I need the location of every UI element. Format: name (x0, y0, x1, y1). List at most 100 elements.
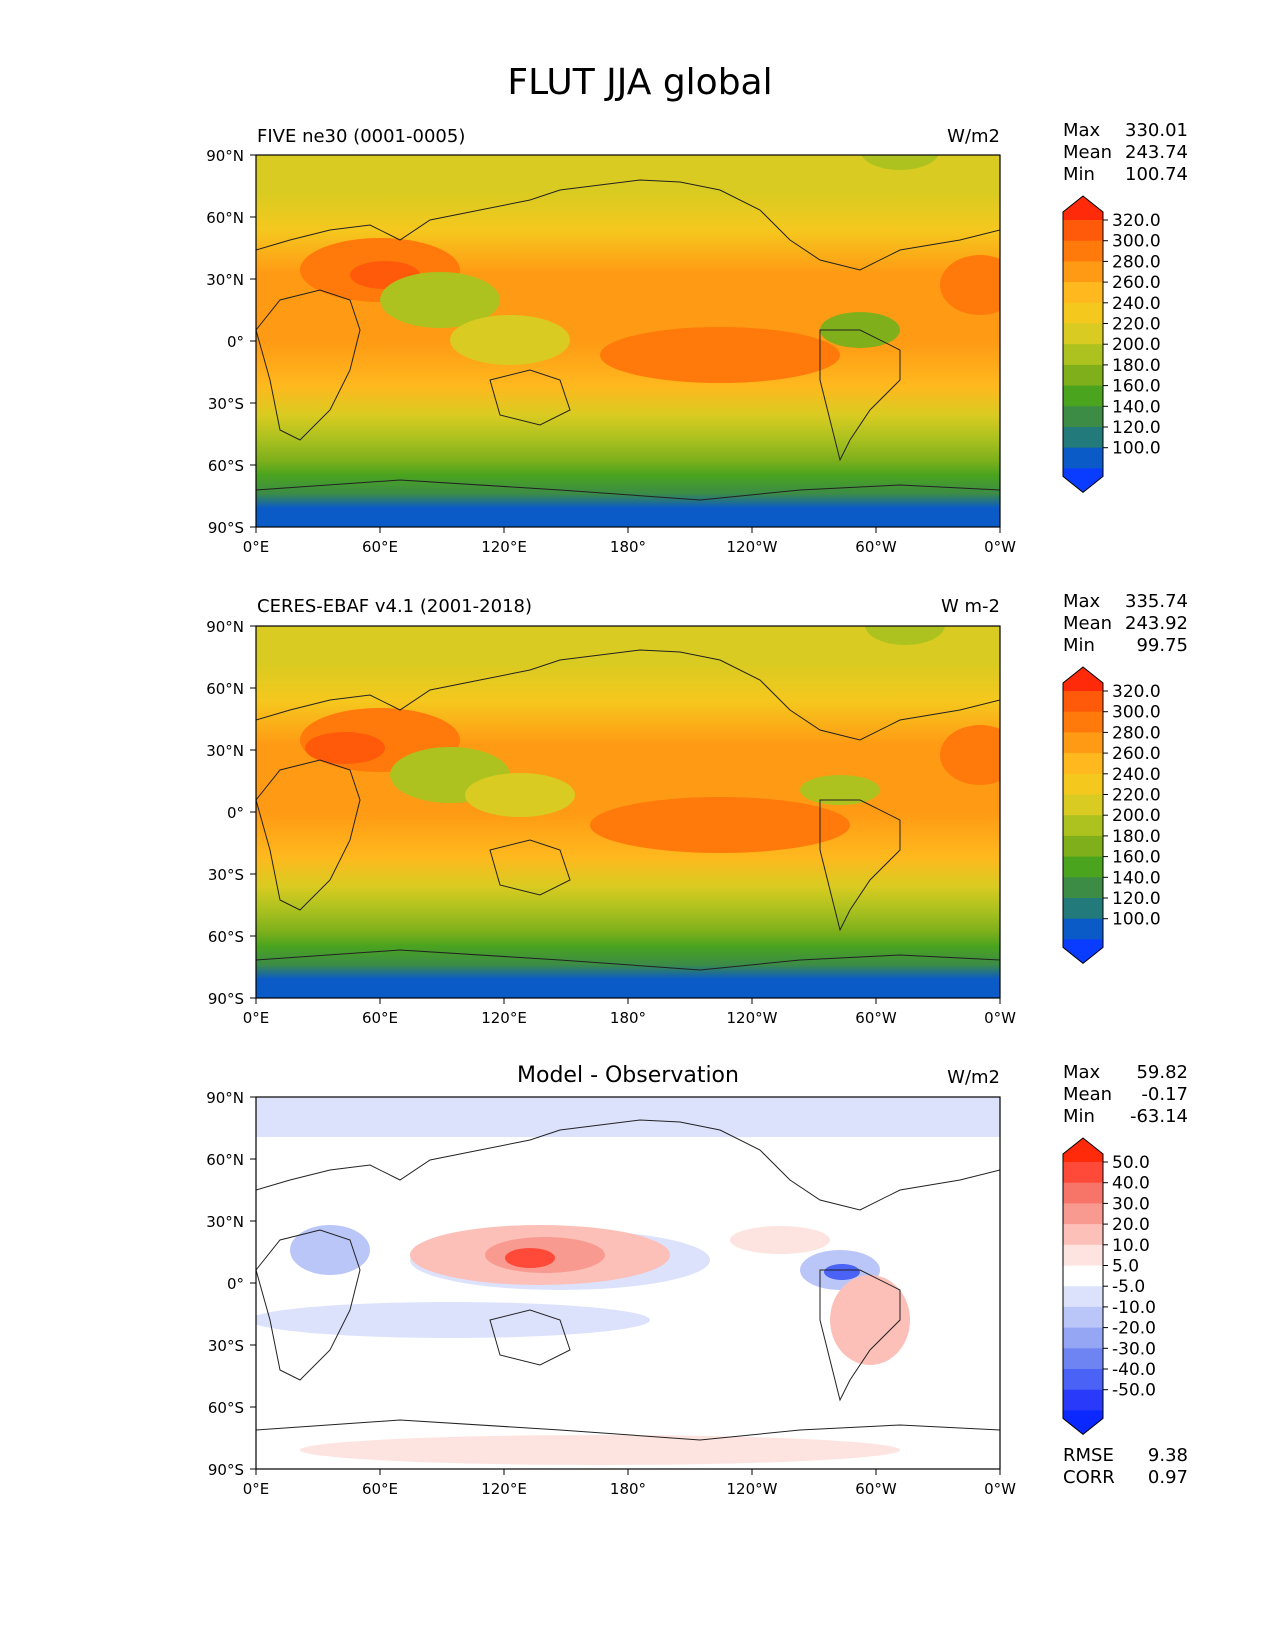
colorbar-label: -10.0 (1112, 1298, 1156, 1318)
panel-obs: CERES-EBAF v4.1 (2001-2018) W m-2 90°N 6 (206, 591, 1188, 1027)
lat-tick: 30°S (208, 395, 244, 413)
colorbar-label: 140.0 (1112, 397, 1161, 417)
lat-tick: 30°S (208, 1337, 244, 1355)
lat-tick: 30°N (206, 742, 244, 760)
stat-label: Min (1063, 635, 1095, 656)
panel-model-units: W/m2 (947, 126, 1000, 147)
panel-obs-colorbar: 320.0300.0280.0260.0240.0220.0200.0180.0… (1062, 666, 1161, 965)
lat-tick-marks (250, 154, 256, 528)
colorbar-segment (1063, 1244, 1103, 1266)
colorbar-segment (1063, 732, 1103, 754)
hot-spot-atlantic (940, 255, 1000, 315)
diff-amazon-min (824, 1264, 860, 1280)
colorbar-label: 20.0 (1112, 1215, 1150, 1235)
stat-value: 99.75 (1136, 635, 1188, 656)
panel-obs-lon-ticks: 0°E 60°E 120°E 180° 120°W 60°W 0°W (243, 998, 1016, 1027)
panel-model-lat-ticks: 90°N 60°N 30°N 0° 30°S 60°S 90°S (206, 147, 256, 537)
stat-value: 100.74 (1125, 164, 1188, 185)
diff-warmpool-max (505, 1248, 555, 1268)
colorbar-segment (1063, 344, 1103, 366)
lon-tick: 180° (610, 1009, 646, 1027)
colorbar-segment (1063, 711, 1103, 733)
panel-model-map (256, 155, 1000, 527)
lon-tick: 0°W (984, 1009, 1016, 1027)
panel-obs-map (256, 626, 1000, 998)
summary-label: CORR (1063, 1467, 1115, 1488)
colorbar-label: 260.0 (1112, 273, 1161, 293)
diff-south-band-2 (256, 1302, 650, 1338)
colorbar-label: 260.0 (1112, 744, 1161, 764)
lon-tick: 180° (610, 1480, 646, 1498)
coastlines (256, 179, 1000, 501)
colorbar-segment (1063, 261, 1103, 283)
lon-tick: 120°E (481, 538, 527, 556)
colorbar-label: 180.0 (1112, 827, 1161, 847)
panel-model: FIVE ne30 (0001-0005) W/m2 (206, 120, 1188, 556)
panel-model-stats: Max 330.01 Mean 243.74 Min 100.74 (1063, 120, 1188, 185)
colorbar-segment (1063, 1327, 1103, 1349)
colorbar-segment (1063, 385, 1103, 407)
colorbar-extend-bottom (1063, 468, 1103, 493)
panel-diff: Model - Observation W/m2 (206, 1062, 1188, 1498)
stat-value: -63.14 (1130, 1106, 1188, 1127)
lat-tick: 0° (227, 333, 244, 351)
colorbar-segment (1063, 323, 1103, 345)
colorbar-extend-bottom (1063, 1410, 1103, 1435)
diff-pacific-pos (730, 1226, 830, 1254)
stat-label: Max (1063, 1062, 1101, 1083)
lon-tick: 180° (610, 538, 646, 556)
colorbar-label: 10.0 (1112, 1236, 1150, 1256)
lon-tick: 0°W (984, 1480, 1016, 1498)
colorbar-segment (1063, 1369, 1103, 1391)
lat-tick-marks (250, 625, 256, 999)
colorbar-label: 300.0 (1112, 703, 1161, 723)
stat-label: Min (1063, 164, 1095, 185)
colorbar-segment (1063, 1306, 1103, 1329)
colorbar-segment (1063, 1265, 1103, 1287)
colorbar-segment (1063, 302, 1103, 324)
colorbar-segment (1063, 240, 1103, 262)
summary-label: RMSE (1063, 1445, 1114, 1466)
colorbar-label: -30.0 (1112, 1339, 1156, 1359)
colorbar-label: 220.0 (1112, 786, 1161, 806)
lat-tick: 30°N (206, 271, 244, 289)
colorbar-segment (1063, 794, 1103, 816)
lat-tick: 60°N (206, 680, 244, 698)
stat-value: 243.74 (1125, 142, 1188, 163)
colorbar-segment (1063, 1348, 1103, 1370)
colorbar-label: 240.0 (1112, 765, 1161, 785)
colorbar-outline (1062, 195, 1104, 494)
colorbar-segment (1063, 835, 1103, 858)
diff-arctic-band (256, 1097, 1000, 1137)
lon-tick-marks (255, 527, 1001, 533)
colorbar-segment (1063, 282, 1103, 304)
lat-tick: 90°N (206, 1089, 244, 1107)
colorbar-label: 5.0 (1112, 1257, 1139, 1277)
stat-label: Mean (1063, 1084, 1112, 1105)
colorbar-label: 300.0 (1112, 232, 1161, 252)
colorbar-segment (1063, 1162, 1103, 1184)
cold-spot-amazon (800, 775, 880, 805)
lat-tick: 60°N (206, 1151, 244, 1169)
stat-label: Max (1063, 120, 1101, 141)
stat-value: 59.82 (1136, 1062, 1188, 1083)
hot-spot-pacific (590, 797, 850, 853)
colorbar-label: 320.0 (1112, 682, 1161, 702)
colorbar-label: -5.0 (1112, 1277, 1145, 1297)
figure-title: FLUT JJA global (507, 62, 772, 103)
lat-tick: 90°N (206, 618, 244, 636)
panel-diff-summary: RMSE 9.38 CORR 0.97 (1063, 1445, 1188, 1488)
lon-tick: 60°W (855, 1480, 897, 1498)
lat-tick: 90°S (208, 1461, 244, 1479)
colorbar-segment (1063, 753, 1103, 775)
lon-tick: 120°W (727, 1009, 778, 1027)
panel-model-colorbar: 320.0300.0280.0260.0240.0220.0200.0180.0… (1062, 195, 1161, 494)
lon-tick-marks (255, 1469, 1001, 1475)
lon-tick: 120°W (727, 538, 778, 556)
panel-obs-units: W m-2 (941, 596, 1000, 617)
colorbar-segment (1063, 898, 1103, 920)
summary-value: 9.38 (1148, 1445, 1188, 1466)
panel-model-lon-ticks: 0°E 60°E 120°E 180° 120°W 60°W 0°W (243, 527, 1016, 556)
colorbar-extend-top (1063, 1138, 1103, 1162)
colorbar-label: 120.0 (1112, 889, 1161, 909)
